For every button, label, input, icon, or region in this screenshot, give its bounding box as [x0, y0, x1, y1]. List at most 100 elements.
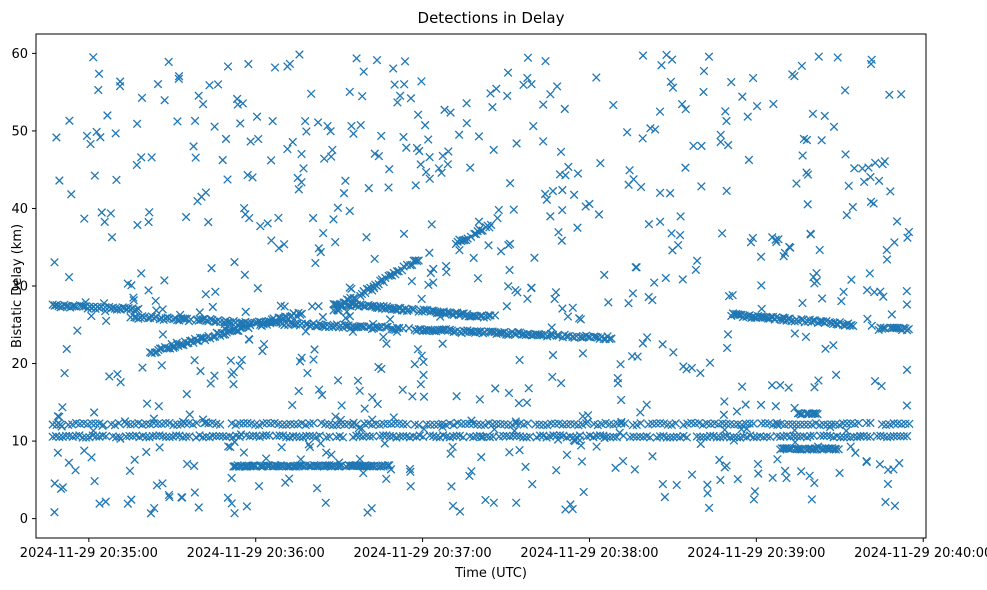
- data-point-marker: [505, 178, 515, 188]
- data-point-marker: [675, 230, 685, 240]
- data-point-marker: [411, 256, 420, 265]
- data-point-marker: [515, 355, 524, 365]
- data-point-marker: [660, 492, 670, 502]
- data-point-marker: [210, 371, 219, 380]
- data-point-marker: [555, 431, 565, 440]
- data-point-marker: [457, 419, 466, 429]
- data-point-marker: [195, 308, 205, 317]
- plot-marks: [48, 50, 914, 518]
- data-point-marker: [719, 432, 728, 441]
- data-point-marker: [716, 137, 725, 147]
- data-point-marker: [556, 378, 566, 388]
- data-point-marker: [814, 52, 824, 61]
- data-point-marker: [180, 418, 190, 428]
- data-point-marker: [235, 361, 245, 371]
- data-point-marker: [142, 399, 152, 408]
- data-point-marker: [599, 270, 609, 280]
- data-point-marker: [796, 420, 805, 429]
- data-point-marker: [639, 432, 648, 442]
- data-point-marker: [95, 499, 104, 508]
- data-point-marker: [423, 135, 433, 144]
- data-point-marker: [829, 122, 839, 132]
- data-point-marker: [224, 326, 233, 336]
- data-point-marker: [129, 296, 138, 305]
- data-point-marker: [113, 369, 122, 379]
- data-point-marker: [248, 173, 257, 182]
- data-point-marker: [733, 474, 743, 484]
- data-point-marker: [304, 440, 314, 449]
- data-point-marker: [874, 176, 884, 186]
- data-point-marker: [240, 270, 250, 280]
- data-point-marker: [190, 116, 200, 126]
- data-point-marker: [277, 442, 286, 452]
- data-point-marker: [651, 419, 661, 428]
- data-point-marker: [92, 127, 101, 137]
- data-point-marker: [424, 280, 433, 290]
- data-point-marker: [235, 419, 244, 428]
- data-point-marker: [625, 165, 634, 175]
- data-point-marker: [425, 248, 434, 258]
- data-point-marker: [333, 376, 343, 385]
- data-point-marker: [268, 116, 277, 126]
- data-point-marker: [446, 108, 455, 117]
- data-point-marker: [368, 432, 378, 441]
- data-point-marker: [391, 418, 400, 428]
- data-point-marker: [181, 212, 191, 222]
- data-point-marker: [842, 432, 852, 442]
- data-point-marker: [808, 109, 818, 119]
- data-point-marker: [478, 432, 488, 442]
- data-point-marker: [757, 281, 766, 290]
- data-point-marker: [399, 132, 408, 142]
- data-point-marker: [687, 470, 697, 479]
- data-point-marker: [479, 313, 489, 322]
- data-point-marker: [440, 105, 449, 115]
- data-point-marker: [341, 176, 350, 186]
- data-point-marker: [322, 433, 331, 442]
- data-point-marker: [866, 418, 875, 428]
- data-point-marker: [569, 433, 578, 442]
- data-point-marker: [792, 420, 801, 429]
- data-point-marker: [71, 465, 80, 475]
- data-point-marker: [773, 454, 782, 464]
- data-point-marker: [412, 143, 422, 153]
- data-point-marker: [890, 238, 899, 247]
- data-point-marker: [142, 447, 151, 457]
- data-point-marker: [558, 185, 567, 195]
- data-point-marker: [903, 233, 912, 242]
- data-point-marker: [511, 498, 521, 508]
- data-point-marker: [266, 156, 276, 165]
- data-point-marker: [799, 420, 809, 429]
- data-point-marker: [256, 221, 265, 231]
- data-point-marker: [274, 213, 283, 223]
- data-point-marker: [414, 256, 423, 265]
- data-point-marker: [181, 432, 191, 441]
- data-point-marker: [564, 162, 573, 172]
- data-point-marker: [872, 431, 882, 441]
- data-point-marker: [786, 243, 795, 252]
- plot-frame: [35, 33, 927, 539]
- data-point-marker: [551, 287, 561, 297]
- data-point-marker: [488, 102, 497, 112]
- data-point-marker: [392, 267, 402, 276]
- data-point-marker: [519, 80, 528, 90]
- data-point-marker: [87, 311, 96, 321]
- data-point-marker: [523, 53, 533, 63]
- data-point-marker: [607, 334, 616, 343]
- data-point-marker: [430, 420, 439, 429]
- data-point-marker: [221, 432, 231, 442]
- data-point-marker: [655, 107, 665, 116]
- data-point-marker: [576, 441, 586, 450]
- data-point-marker: [802, 135, 812, 145]
- data-point-marker: [345, 311, 355, 321]
- data-point-marker: [357, 424, 367, 433]
- data-point-marker: [779, 251, 788, 261]
- data-point-marker: [820, 111, 830, 121]
- data-point-marker: [722, 343, 732, 353]
- data-point-marker: [221, 134, 231, 144]
- y-tick-label: 50: [11, 124, 28, 139]
- data-point-marker: [276, 301, 286, 311]
- data-point-marker: [722, 116, 731, 126]
- data-point-marker: [527, 479, 537, 489]
- data-point-marker: [448, 442, 457, 452]
- data-point-marker: [866, 197, 876, 207]
